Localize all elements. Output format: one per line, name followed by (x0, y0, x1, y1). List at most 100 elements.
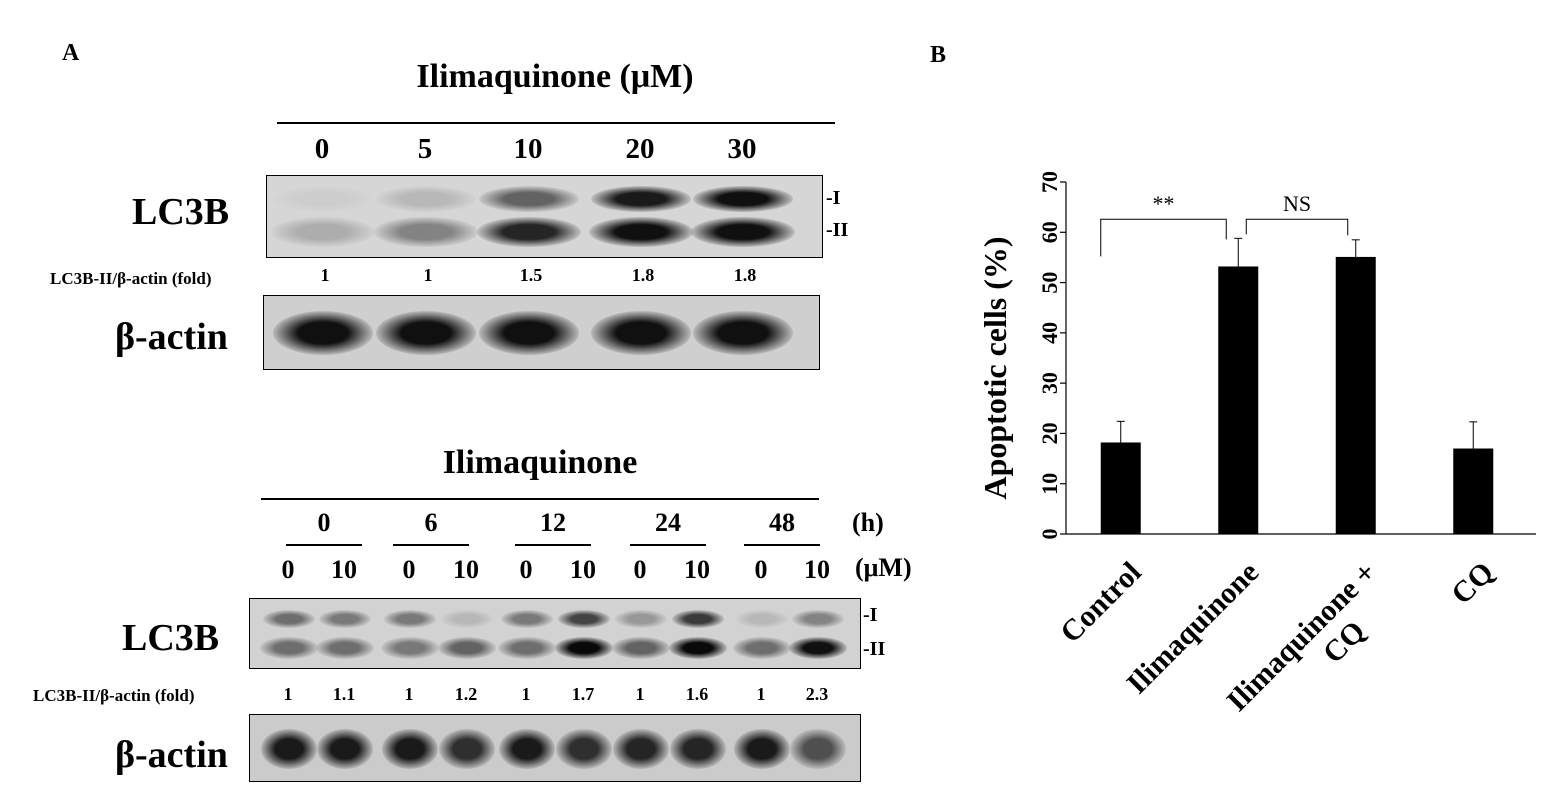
blot1-band-i-1 (376, 186, 476, 212)
blot2-form-ii-text: II (869, 638, 886, 660)
blot2-band-ii-3 (438, 637, 496, 659)
y-tick-label-7: 70 (1037, 171, 1062, 193)
blot2-actin-band-9 (790, 729, 846, 769)
blot1-lc3b-label: LC3B (132, 191, 230, 233)
blot2-conc-9: 10 (804, 555, 830, 584)
blot2-band-i-5 (558, 610, 610, 628)
blot2-ratio-7: 1.6 (685, 684, 709, 704)
blot1-ratio-2: 1.5 (519, 265, 543, 285)
blot2-band-ii-5 (555, 637, 613, 659)
blot2-band-i-9 (792, 610, 844, 628)
blot2-time-0: 0 (317, 508, 331, 537)
blot2-ratio-1: 1.1 (332, 684, 356, 704)
blot1-actin-band-4 (693, 311, 793, 355)
y-tick-label-3: 30 (1037, 372, 1062, 394)
blot1-title: Ilimaquinone (μM) (416, 58, 694, 95)
panel-b-letter: B (930, 42, 947, 68)
blot1-actin-band-2 (479, 311, 579, 355)
blot2-band-i-0 (263, 610, 315, 628)
blot1-band-ii-3 (589, 217, 693, 247)
blot2-time-rule-4 (744, 544, 820, 546)
blot2-band-i-8 (736, 610, 788, 628)
blot2-band-i-7 (672, 610, 724, 628)
blot2-title-rule (261, 498, 819, 500)
blot1-actin-band-1 (376, 311, 476, 355)
blot2-ratio-4: 1 (521, 684, 531, 704)
blot2-conc-8: 0 (754, 555, 768, 584)
blot1-dose-1: 5 (417, 133, 433, 165)
blot2-time-3: 24 (655, 508, 681, 537)
blot2-ratio-6: 1 (635, 684, 645, 704)
blot2-band-ii-0 (260, 637, 318, 659)
x-tick-label-0: Control (1054, 556, 1148, 650)
blot1-band-ii-1 (374, 217, 478, 247)
y-tick-label-1: 10 (1037, 473, 1062, 495)
blot2-ratio-9: 2.3 (805, 684, 829, 704)
significance-label-1: NS (1283, 191, 1311, 216)
blot2-title: Ilimaquinone (442, 444, 638, 481)
blot2-band-i-2 (384, 610, 436, 628)
blot1-band-ii-2 (477, 217, 581, 247)
blot2-actin-band-4 (499, 729, 555, 769)
blot2-conc-0: 0 (281, 555, 295, 584)
blot2-actin-band-1 (317, 729, 373, 769)
blot2-band-i-4 (501, 610, 553, 628)
blot1-form-ii-text: II (832, 219, 849, 241)
blot1-title-rule (277, 122, 835, 124)
blot1-actin-band-0 (273, 311, 373, 355)
blot1-ratio-1: 1 (423, 265, 433, 285)
y-tick-label-0: 0 (1037, 529, 1062, 540)
blot2-actin-membrane (249, 714, 861, 782)
blot2-ratio-3: 1.2 (454, 684, 478, 704)
blot2-ratio-5: 1.7 (571, 684, 595, 704)
blot2-band-ii-8 (733, 637, 791, 659)
blot2-actin-band-5 (556, 729, 612, 769)
blot1-form-i-text: I (832, 187, 841, 209)
blot1-form-ii-label: -II (826, 219, 849, 241)
blot1-actin-band-3 (591, 311, 691, 355)
blot2-time-rule-3 (630, 544, 706, 546)
blot2-conc-unit: (μM) (855, 553, 912, 582)
blot2-lc3b-label: LC3B (122, 617, 220, 659)
bar-1 (1218, 266, 1259, 534)
blot1-form-i-label: -I (826, 187, 841, 209)
blot2-conc-6: 0 (633, 555, 647, 584)
blot2-band-ii-7 (669, 637, 727, 659)
blot2-conc-2: 0 (402, 555, 416, 584)
y-axis-title: Apoptotic cells (%) (977, 236, 1013, 499)
blot2-band-ii-1 (316, 637, 374, 659)
y-tick-label-5: 50 (1037, 272, 1062, 294)
blot2-actin-band-0 (261, 729, 317, 769)
blot1-band-i-3 (591, 186, 691, 212)
blot2-band-i-6 (615, 610, 667, 628)
blot2-time-2: 12 (540, 508, 566, 537)
blot2-band-ii-9 (789, 637, 847, 659)
bar-2 (1335, 256, 1376, 534)
significance-label-0: ** (1153, 191, 1175, 216)
blot1-ratio-0: 1 (320, 265, 330, 285)
y-tick-label-6: 60 (1037, 221, 1062, 243)
blot2-band-i-1 (319, 610, 371, 628)
blot2-form-i-label: -I (863, 604, 878, 626)
blot1-dose-0: 0 (314, 133, 330, 165)
blot2-lc3b-membrane (249, 598, 861, 669)
blot2-band-ii-2 (381, 637, 439, 659)
x-tick-label-3: CQ (1445, 556, 1500, 611)
blot2-band-i-3 (441, 610, 493, 628)
blot1-ratio-3: 1.8 (631, 265, 655, 285)
panel-a-letter: A (62, 40, 80, 66)
blot2-actin-band-2 (382, 729, 438, 769)
blot2-ratio-label: LC3B-II/β-actin (fold) (33, 686, 195, 705)
blot2-conc-4: 0 (519, 555, 533, 584)
blot2-time-4: 48 (769, 508, 795, 537)
blot2-actin-label: β-actin (115, 734, 228, 776)
apoptosis-bar-chart: 0 10 20 30 40 50 60 70 Apoptotic cells (%) Contro… (977, 171, 1536, 718)
blot2-form-ii-label: -II (863, 638, 886, 660)
blot1-band-i-4 (693, 186, 793, 212)
blot2-conc-7: 10 (684, 555, 710, 584)
blot2-actin-band-6 (613, 729, 669, 769)
blot2-band-ii-4 (498, 637, 556, 659)
blot1-actin-label: β-actin (115, 316, 228, 358)
blot2-actin-band-3 (439, 729, 495, 769)
blot2-conc-1: 10 (331, 555, 357, 584)
